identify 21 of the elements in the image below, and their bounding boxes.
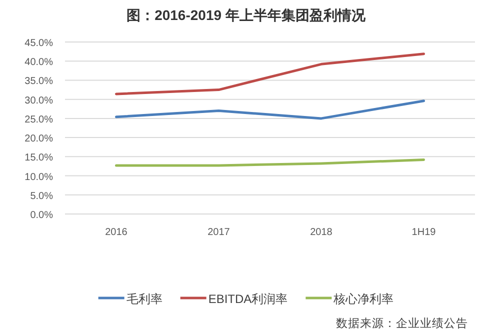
y-tick-label: 5.0% — [30, 190, 54, 202]
y-tick-label: 25.0% — [24, 114, 54, 126]
x-tick-label: 2016 — [105, 227, 128, 238]
y-tick-label: 45.0% — [24, 38, 54, 49]
chart-title: 图：2016-2019 年上半年集团盈利情况 — [126, 7, 366, 23]
x-tick-label: 1H19 — [412, 227, 436, 238]
legend-label: 核心净利率 — [332, 292, 394, 306]
x-tick-label: 2018 — [310, 227, 333, 238]
y-tick-label: 15.0% — [24, 152, 54, 164]
legend-label: EBITDA利润率 — [208, 292, 288, 306]
y-tick-label: 0.0% — [30, 210, 54, 221]
y-tick-label: 35.0% — [24, 76, 54, 88]
y-tick-label: 40.0% — [24, 57, 54, 68]
line-series — [115, 52, 425, 96]
legend-label: 毛利率 — [126, 292, 162, 306]
y-tick-label: 10.0% — [24, 172, 54, 183]
x-tick-label: 2017 — [208, 227, 230, 238]
y-tick-label: 20.0% — [24, 134, 54, 145]
line-series — [115, 100, 425, 120]
source-note: 数据来源：企业业绩公告 — [336, 317, 468, 330]
y-tick-label: 30.0% — [24, 95, 54, 106]
